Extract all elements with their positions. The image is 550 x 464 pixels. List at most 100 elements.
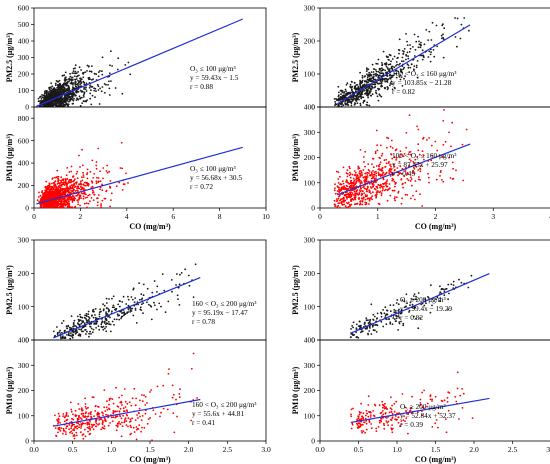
data-point — [361, 91, 364, 93]
data-point — [339, 206, 341, 209]
data-point — [380, 84, 383, 87]
fit-annotation-line: O₃ ≤ 100 μg/m³ — [190, 164, 236, 173]
data-point — [360, 402, 362, 405]
x-tick-label: 0.0 — [315, 445, 325, 454]
data-point — [82, 96, 85, 98]
data-point — [347, 98, 350, 100]
data-point — [397, 48, 400, 51]
data-point — [437, 426, 439, 429]
data-point — [349, 92, 352, 95]
data-point — [361, 431, 363, 434]
data-point — [365, 409, 368, 412]
data-point — [187, 274, 190, 277]
data-point — [369, 186, 372, 188]
data-point — [367, 395, 370, 398]
data-point — [84, 181, 86, 184]
data-point — [98, 313, 101, 316]
data-point — [352, 177, 355, 180]
data-point — [78, 323, 81, 326]
data-point — [67, 94, 70, 96]
data-point — [89, 325, 91, 328]
data-point — [118, 318, 121, 321]
data-point — [392, 304, 395, 306]
data-point — [337, 94, 340, 97]
data-point — [413, 55, 416, 57]
data-point — [89, 429, 91, 431]
data-point — [80, 427, 82, 429]
data-point — [384, 69, 387, 72]
data-point — [341, 203, 344, 206]
data-point — [76, 170, 79, 173]
data-point — [379, 419, 382, 422]
data-point — [116, 68, 119, 71]
data-point — [84, 397, 87, 400]
data-point — [136, 414, 139, 416]
data-point — [398, 38, 401, 41]
y-tick-label: 100 — [304, 411, 316, 420]
data-point — [379, 144, 382, 147]
data-point — [92, 328, 95, 331]
data-point — [68, 424, 71, 426]
data-point — [364, 165, 366, 168]
data-point — [352, 326, 354, 329]
data-point — [64, 89, 67, 92]
data-point — [163, 289, 166, 292]
data-point — [77, 91, 79, 93]
data-point — [141, 394, 143, 396]
data-point — [63, 416, 66, 419]
data-point — [425, 29, 428, 31]
data-point — [389, 310, 392, 313]
data-point — [378, 184, 381, 187]
data-point — [405, 33, 407, 35]
data-point — [393, 410, 396, 413]
data-point — [391, 58, 394, 60]
data-point — [415, 40, 418, 43]
data-point — [376, 312, 379, 315]
x-axis-label: CO (mg/m³) — [415, 455, 457, 464]
data-point — [45, 205, 47, 208]
data-point — [62, 91, 65, 94]
data-point — [55, 205, 58, 208]
data-point — [373, 73, 376, 76]
data-point — [346, 179, 348, 182]
data-point — [419, 46, 422, 49]
data-point — [461, 143, 464, 146]
data-point — [116, 410, 118, 413]
data-point — [67, 78, 70, 80]
data-point — [337, 182, 340, 184]
data-point — [37, 97, 40, 100]
data-point — [113, 318, 116, 321]
data-point — [73, 325, 76, 327]
data-point — [130, 404, 133, 407]
data-point — [369, 197, 372, 200]
data-point — [91, 186, 94, 188]
data-point — [371, 183, 374, 186]
data-point — [180, 272, 183, 274]
data-point — [83, 184, 86, 187]
data-point — [134, 309, 137, 311]
data-point — [54, 203, 56, 206]
data-point — [415, 66, 418, 69]
x-tick-label: 2 — [434, 212, 438, 221]
data-point — [124, 64, 127, 66]
data-point — [135, 426, 138, 428]
data-point — [64, 178, 67, 180]
data-point — [378, 421, 381, 424]
data-point — [110, 192, 113, 195]
data-point — [126, 402, 129, 405]
data-point — [355, 84, 358, 86]
data-point — [79, 182, 82, 185]
data-point — [459, 394, 462, 397]
data-point — [358, 179, 361, 182]
data-point — [49, 96, 51, 99]
data-point — [390, 60, 392, 63]
data-point — [429, 398, 432, 401]
data-point — [379, 186, 382, 189]
data-point — [377, 70, 380, 73]
data-point — [91, 189, 94, 192]
data-point — [74, 80, 77, 83]
data-point — [134, 419, 137, 421]
y-tick-label: 200 — [304, 269, 316, 278]
fit-annotation-line: y = 56.68x + 30.5 — [190, 173, 242, 182]
data-point — [59, 430, 62, 432]
